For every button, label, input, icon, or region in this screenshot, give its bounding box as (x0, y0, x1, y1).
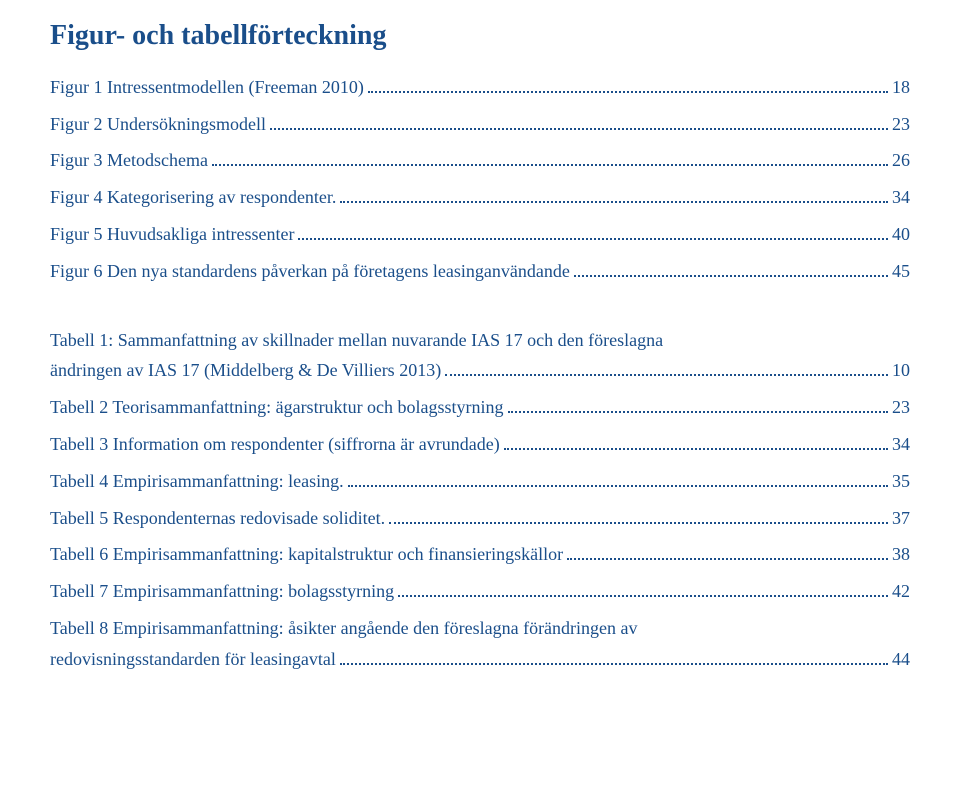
toc-row: Tabell 6 Empirisammanfattning: kapitalst… (50, 540, 910, 569)
toc-page: 34 (892, 430, 910, 459)
toc-label: Tabell 5 Respondenternas redovisade soli… (50, 504, 385, 533)
leader-dots (368, 77, 888, 93)
toc-row: Figur 3 Metodschema 26 (50, 146, 910, 175)
toc-row: Tabell 7 Empirisammanfattning: bolagssty… (50, 577, 910, 606)
toc-row: Tabell 5 Respondenternas redovisade soli… (50, 504, 910, 533)
toc-page: 35 (892, 467, 910, 496)
tables-list: Tabell 1: Sammanfattning av skillnader m… (50, 326, 910, 674)
toc-page: 37 (892, 504, 910, 533)
leader-dots (508, 397, 888, 413)
leader-dots (445, 360, 888, 376)
toc-label-line2: ändringen av IAS 17 (Middelberg & De Vil… (50, 356, 441, 385)
toc-label: Figur 4 Kategorisering av respondenter. (50, 183, 336, 212)
toc-label-line2: redovisningsstandarden för leasingavtal (50, 645, 336, 674)
toc-page: 34 (892, 183, 910, 212)
toc-label: Figur 1 Intressentmodellen (Freeman 2010… (50, 73, 364, 102)
page-title: Figur- och tabellförteckning (50, 14, 910, 59)
toc-label: Figur 3 Metodschema (50, 146, 208, 175)
toc-page: 23 (892, 110, 910, 139)
leader-dots (574, 261, 888, 277)
toc-page: 40 (892, 220, 910, 249)
toc-label-line1: Tabell 8 Empirisammanfattning: åsikter a… (50, 614, 638, 643)
leader-dots (398, 581, 888, 597)
toc-row: Tabell 1: Sammanfattning av skillnader m… (50, 326, 910, 386)
toc-row: Figur 2 Undersökningsmodell 23 (50, 110, 910, 139)
toc-row: Tabell 8 Empirisammanfattning: åsikter a… (50, 614, 910, 674)
toc-page: 23 (892, 393, 910, 422)
leader-dots (340, 649, 888, 665)
toc-row: Figur 5 Huvudsakliga intressenter 40 (50, 220, 910, 249)
leader-dots (389, 507, 888, 523)
leader-dots (298, 224, 888, 240)
toc-page: 38 (892, 540, 910, 569)
toc-label: Figur 5 Huvudsakliga intressenter (50, 220, 294, 249)
toc-row: Tabell 4 Empirisammanfattning: leasing. … (50, 467, 910, 496)
toc-label: Tabell 2 Teorisammanfattning: ägarstrukt… (50, 393, 504, 422)
leader-dots (504, 434, 888, 450)
toc-label: Tabell 7 Empirisammanfattning: bolagssty… (50, 577, 394, 606)
leader-dots (270, 113, 888, 129)
toc-page: 44 (892, 645, 910, 674)
toc-page: 42 (892, 577, 910, 606)
toc-label: Figur 6 Den nya standardens påverkan på … (50, 257, 570, 286)
toc-row: Figur 6 Den nya standardens påverkan på … (50, 257, 910, 286)
toc-page: 10 (892, 356, 910, 385)
leader-dots (340, 187, 888, 203)
figures-list: Figur 1 Intressentmodellen (Freeman 2010… (50, 73, 910, 286)
toc-page: 45 (892, 257, 910, 286)
toc-label: Tabell 6 Empirisammanfattning: kapitalst… (50, 540, 563, 569)
leader-dots (348, 471, 888, 487)
toc-label: Tabell 3 Information om respondenter (si… (50, 430, 500, 459)
toc-label: Figur 2 Undersökningsmodell (50, 110, 266, 139)
toc-row: Tabell 3 Information om respondenter (si… (50, 430, 910, 459)
toc-page: 18 (892, 73, 910, 102)
toc-label-line1: Tabell 1: Sammanfattning av skillnader m… (50, 326, 663, 355)
leader-dots (567, 544, 888, 560)
toc-row: Tabell 2 Teorisammanfattning: ägarstrukt… (50, 393, 910, 422)
leader-dots (212, 150, 888, 166)
toc-label: Tabell 4 Empirisammanfattning: leasing. (50, 467, 344, 496)
toc-row: Figur 1 Intressentmodellen (Freeman 2010… (50, 73, 910, 102)
toc-row: Figur 4 Kategorisering av respondenter. … (50, 183, 910, 212)
toc-page: 26 (892, 146, 910, 175)
